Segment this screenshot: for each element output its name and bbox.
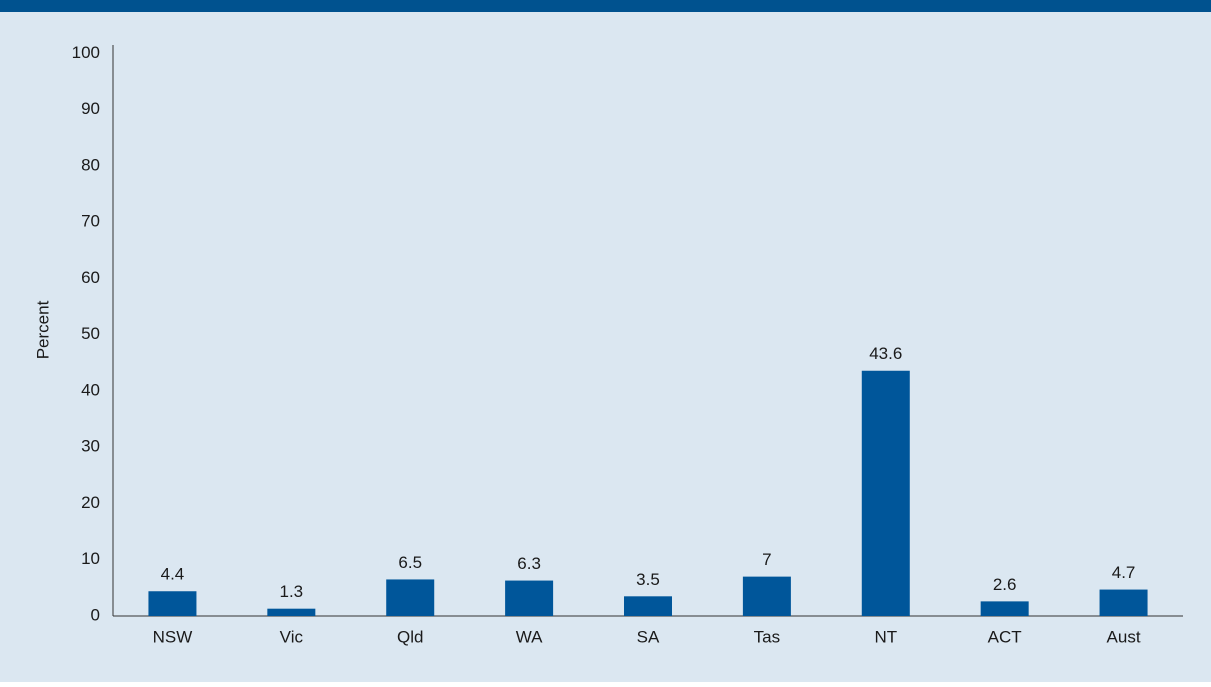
y-tick-label: 10 xyxy=(81,549,100,568)
data-label: 2.6 xyxy=(993,575,1017,594)
y-tick-label: 0 xyxy=(91,605,100,624)
y-tick-label: 60 xyxy=(81,268,100,287)
y-tick-label: 50 xyxy=(81,324,100,343)
x-tick-label: Vic xyxy=(280,627,304,646)
y-axis-label: Percent xyxy=(33,300,52,359)
y-tick-label: 90 xyxy=(81,99,100,118)
bar xyxy=(267,608,316,616)
bar xyxy=(148,591,197,616)
y-tick-label: 100 xyxy=(72,43,100,62)
x-tick-label: Qld xyxy=(397,627,423,646)
x-tick-label: WA xyxy=(516,627,543,646)
title-band xyxy=(0,0,1211,12)
x-tick-label: Tas xyxy=(754,627,780,646)
bar xyxy=(386,579,435,616)
data-label: 6.3 xyxy=(517,554,541,573)
y-tick-label: 30 xyxy=(81,437,100,456)
x-tick-label: NT xyxy=(874,627,897,646)
x-tick-label: Aust xyxy=(1107,627,1141,646)
bar xyxy=(742,576,791,616)
bar xyxy=(980,601,1029,616)
x-tick-label: NSW xyxy=(153,627,193,646)
data-label: 43.6 xyxy=(869,344,902,363)
data-label: 3.5 xyxy=(636,570,660,589)
bar xyxy=(1099,589,1148,616)
y-tick-label: 80 xyxy=(81,155,100,174)
data-label: 4.7 xyxy=(1112,563,1136,582)
x-tick-label: SA xyxy=(637,627,660,646)
bar xyxy=(624,596,672,616)
data-label: 7 xyxy=(762,550,771,569)
bar xyxy=(861,370,910,616)
x-tick-label: ACT xyxy=(988,627,1022,646)
data-label: 4.4 xyxy=(161,565,185,584)
bar xyxy=(505,580,554,616)
data-label: 1.3 xyxy=(280,582,304,601)
y-tick-label: 40 xyxy=(81,380,100,399)
y-tick-label: 70 xyxy=(81,212,100,231)
data-label: 6.5 xyxy=(398,553,422,572)
y-tick-label: 20 xyxy=(81,493,100,512)
